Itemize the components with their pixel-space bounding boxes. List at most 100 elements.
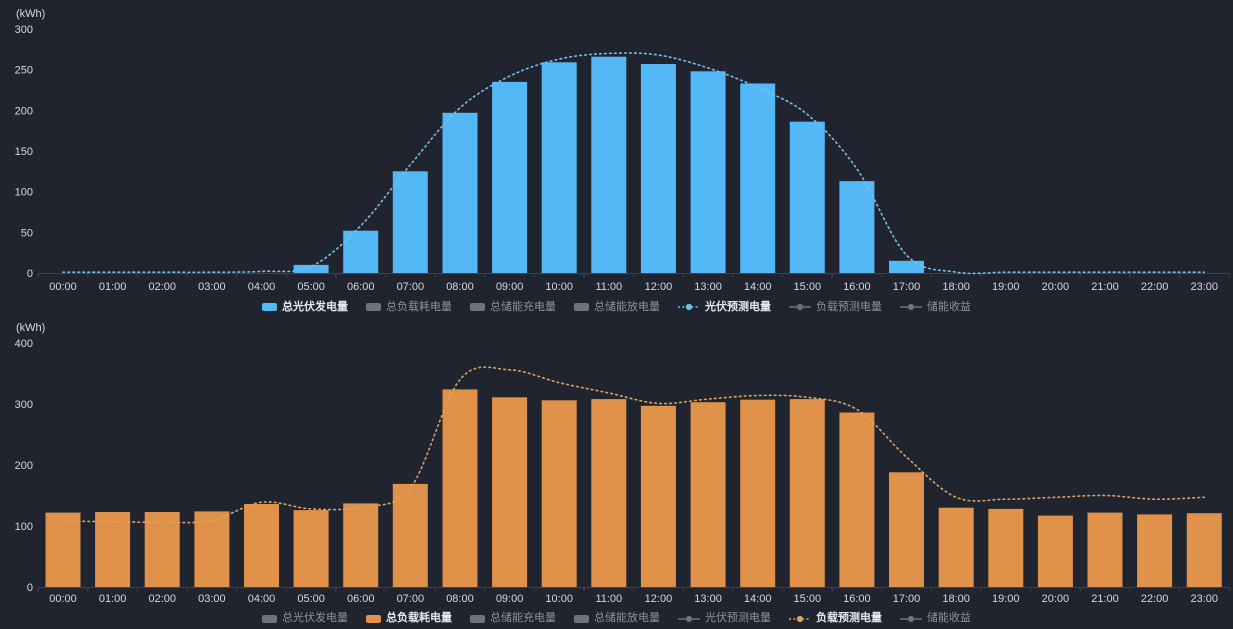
x-tick-label: 16:00 [843,281,871,293]
bar-11:00[interactable] [591,56,627,274]
x-tick-label: 21:00 [1091,593,1119,605]
pv-chart-section: (kWh) 0 50 100 150 200 250 300 00:00 01:00 02:00 03… [0,8,1233,318]
x-tick-label: 04:00 [248,593,276,605]
x-tick-label: 11:00 [595,281,622,293]
x-tick-label: 07:00 [397,281,425,293]
x-tick-label: 02:00 [148,593,176,605]
legend-item-storage-discharge[interactable]: 总储能放电量 [574,613,660,624]
legend-dot-icon [685,615,693,622]
bar-07:00[interactable] [392,483,428,587]
bar-23:00[interactable] [1186,513,1222,587]
x-tick-label: 01:00 [99,281,127,293]
x-tick-label: 06:00 [347,593,375,605]
legend-item-storage-discharge[interactable]: 总储能放电量 [574,301,660,313]
legend-item-label: 总负载耗电量 [386,300,452,313]
legend-item-label: 光伏预测电量 [705,300,771,313]
bar-08:00[interactable] [442,112,478,273]
legend-item-label: 总储能放电量 [594,612,660,624]
x-tick-label: 00:00 [49,281,77,293]
bar-04:00[interactable] [244,504,279,587]
bar-16:00[interactable] [839,181,875,273]
legend-item-label: 负载预测电量 [816,300,882,313]
x-tick-label: 09:00 [496,593,524,605]
bar-17:00[interactable] [889,472,924,587]
y-axis-unit: (kWh) [16,8,45,20]
x-tick-label: 23:00 [1190,593,1218,605]
x-tick-label: 00:00 [49,593,77,605]
legend-item-pv-generation[interactable]: 总光伏发电量 [262,300,348,313]
bar-16:00[interactable] [839,412,875,588]
x-tick-label: 09:00 [496,281,524,293]
legend-item-storage-charge[interactable]: 总储能充电量 [470,613,556,624]
bar-11:00[interactable] [591,399,627,587]
x-tick-label: 15:00 [794,593,822,605]
bar-15:00[interactable] [789,399,825,587]
x-tick-label: 02:00 [148,281,176,293]
y-axis-unit: (kWh) [16,322,45,334]
bar-19:00[interactable] [988,508,1024,587]
legend-line-marker-icon [678,303,700,311]
legend-dot-icon [796,615,804,622]
bar-05:00[interactable] [293,510,329,587]
x-tick-label: 12:00 [645,281,673,293]
legend-dot-icon [907,615,915,622]
legend-item-storage-charge[interactable]: 总储能充电量 [470,301,556,313]
legend-line-marker-icon [678,615,700,622]
bar-08:00[interactable] [442,389,478,587]
x-tick-label: 18:00 [942,281,970,293]
bar-17:00[interactable] [889,260,924,273]
bar-13:00[interactable] [690,71,726,273]
legend-item-load-forecast[interactable]: 负载预测电量 [789,613,882,624]
bar-10:00[interactable] [541,400,577,587]
bar-09:00[interactable] [492,81,528,274]
legend-item-load-forecast[interactable]: 负载预测电量 [789,300,882,313]
load-chart-section: (kWh) 0 100 200 300 400 00:00 01:00 02:00 03:00 04… [0,318,1233,629]
bar-15:00[interactable] [789,121,825,273]
bar-12:00[interactable] [640,405,676,587]
legend-item-storage-revenue[interactable]: 储能收益 [900,300,971,313]
bar-07:00[interactable] [392,171,428,273]
x-tick-label: 22:00 [1141,281,1169,293]
x-tick-label: 10:00 [545,281,573,293]
bar-00:00[interactable] [45,512,81,587]
bar-05:00[interactable] [293,264,329,273]
legend-item-pv-generation[interactable]: 总光伏发电量 [262,613,348,624]
bar-21:00[interactable] [1087,512,1123,587]
x-tick-label: 18:00 [942,593,970,605]
y-tick-label: 300 [15,399,33,411]
legend-item-load-consumption[interactable]: 总负载耗电量 [366,300,452,313]
legend-item-storage-revenue[interactable]: 储能收益 [900,613,971,624]
legend-item-pv-forecast[interactable]: 光伏预测电量 [678,613,771,624]
y-tick-label: 150 [15,146,33,158]
legend-item-label: 总光伏发电量 [282,612,348,624]
bar-02:00[interactable] [144,512,180,587]
bar-01:00[interactable] [95,512,131,587]
bar-06:00[interactable] [343,503,379,587]
y-tick-label: 50 [21,227,33,239]
y-tick-label: 200 [15,105,33,117]
bar-18:00[interactable] [938,507,974,587]
legend-item-load-consumption[interactable]: 总负载耗电量 [366,613,452,624]
bar-09:00[interactable] [492,397,528,587]
legend-item-pv-forecast[interactable]: 光伏预测电量 [678,300,771,313]
legend-item-label: 总储能充电量 [490,612,556,624]
x-tick-label: 05:00 [297,593,325,605]
legend-item-label: 储能收益 [927,300,971,313]
y-tick-label: 100 [15,187,33,199]
x-tick-label: 04:00 [248,281,276,293]
bar-14:00[interactable] [740,399,776,587]
forecast-line [62,52,1206,275]
x-tick-label: 13:00 [694,593,722,605]
y-tick-label: 0 [27,582,33,594]
bar-22:00[interactable] [1137,514,1173,587]
bar-10:00[interactable] [541,62,577,273]
bar-20:00[interactable] [1037,515,1073,587]
x-tick-label: 06:00 [347,281,375,293]
bar-14:00[interactable] [740,83,776,274]
pv-chart-legend: 总光伏发电量 总负载耗电量 总储能充电量 总储能放电量 光伏预测电量 负载预测电量 储能收益 [0,296,1233,318]
bar-13:00[interactable] [690,402,726,587]
bar-03:00[interactable] [194,511,230,587]
legend-item-label: 光伏预测电量 [705,612,771,624]
legend-item-label: 总光伏发电量 [282,300,348,313]
bar-12:00[interactable] [640,64,676,273]
